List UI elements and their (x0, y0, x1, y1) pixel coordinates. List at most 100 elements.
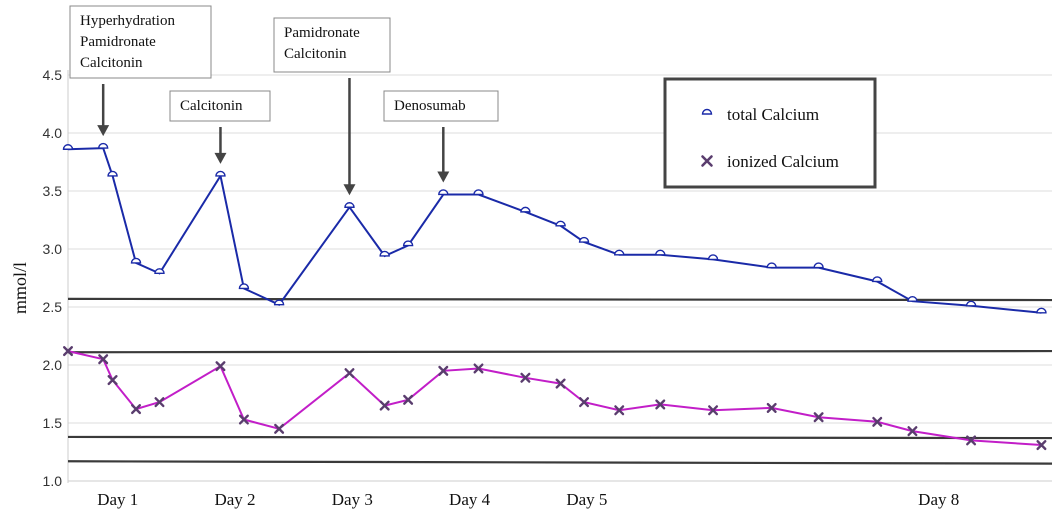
annotation-box (169, 90, 271, 122)
annotation-text: Pamidronate (80, 34, 156, 50)
annotation-text: Calcitonin (284, 46, 347, 62)
y-tick-label: 3.0 (43, 241, 63, 257)
annotation-box (69, 5, 212, 79)
x-marker-icon (708, 405, 719, 416)
data-point-ionized-calcium (520, 372, 531, 383)
data-point-total-calcium (578, 236, 590, 243)
x-marker-icon (274, 423, 285, 434)
x-marker-icon (438, 365, 449, 376)
x-marker-icon (813, 412, 824, 423)
x-marker-icon (379, 400, 390, 411)
data-point-ionized-calcium (131, 404, 142, 415)
data-point-ionized-calcium (379, 400, 390, 411)
data-point-ionized-calcium (215, 361, 226, 372)
y-tick-label: 2.5 (43, 299, 63, 315)
data-point-total-calcium (614, 249, 625, 256)
data-point-ionized-calcium (107, 375, 118, 386)
data-point-total-calcium (1036, 307, 1047, 314)
data-point-total-calcium (707, 254, 719, 261)
x-marker-icon (473, 363, 484, 374)
x-tick-label: Day 3 (332, 490, 373, 509)
x-tick-label: Day 1 (97, 490, 138, 509)
legend-box (663, 77, 877, 189)
half-circle-marker-icon (701, 108, 713, 115)
data-point-total-calcium (154, 268, 165, 275)
data-point-ionized-calcium (403, 394, 414, 405)
data-point-total-calcium (97, 142, 109, 149)
x-marker-icon (63, 346, 73, 357)
x-tick-label: Day 5 (566, 490, 607, 509)
x-marker-icon (766, 402, 777, 413)
x-marker-icon (655, 399, 666, 410)
series (62, 142, 1047, 451)
annotation-callout: Denosumab (383, 90, 499, 183)
x-marker-icon (98, 354, 109, 365)
annotation-text: Calcitonin (80, 55, 143, 71)
x-tick-label: Day 8 (918, 490, 959, 509)
x-marker-icon (238, 414, 249, 425)
annotation-text: Pamidronate (284, 25, 360, 41)
annotation-callout: Pamidronate Calcitonin (273, 17, 391, 196)
data-point-ionized-calcium (473, 363, 484, 374)
data-point-ionized-calcium (614, 405, 625, 416)
data-point-ionized-calcium (766, 402, 777, 413)
reference-line (67, 435, 1052, 440)
annotation-text: Hyperhydration (80, 13, 175, 29)
legend: total Calcium ionized Calcium (663, 77, 877, 189)
data-point-total-calcium (813, 262, 824, 269)
annotation-box (383, 90, 499, 122)
data-point-total-calcium (379, 250, 390, 257)
data-point-ionized-calcium (555, 378, 566, 389)
reference-lines (67, 297, 1052, 465)
x-marker-icon (215, 361, 226, 372)
y-tick-label: 2.0 (43, 357, 63, 373)
x-marker-icon (131, 404, 142, 415)
y-tick-label: 1.5 (43, 415, 63, 431)
x-marker-icon (154, 397, 165, 408)
arrow-down-icon (214, 152, 227, 164)
data-point-ionized-calcium (438, 365, 449, 376)
x-tick-label: Day 2 (214, 490, 255, 509)
x-marker-icon (907, 426, 918, 437)
data-point-ionized-calcium (1036, 440, 1047, 451)
data-point-ionized-calcium (966, 435, 977, 446)
grid-lines (68, 74, 1052, 482)
annotations: Hyperhydration Pamidronate Calcitonin Calci… (69, 5, 499, 196)
x-marker-icon (403, 394, 414, 405)
x-marker-icon (107, 375, 118, 386)
data-point-ionized-calcium (98, 354, 109, 365)
data-point-ionized-calcium (907, 426, 918, 437)
x-marker-icon (1036, 440, 1047, 451)
data-point-ionized-calcium (813, 412, 824, 423)
data-point-total-calcium (107, 170, 118, 177)
legend-label-ionized-calcium: ionized Calcium (727, 152, 839, 171)
annotation-callout: Hyperhydration Pamidronate Calcitonin (69, 5, 212, 137)
data-point-total-calcium (555, 220, 566, 227)
x-marker-icon (520, 372, 531, 383)
data-point-total-calcium (872, 276, 883, 283)
data-point-total-calcium (965, 300, 977, 307)
x-marker-icon (579, 397, 590, 408)
data-point-ionized-calcium (344, 368, 355, 379)
data-point-total-calcium (766, 262, 777, 269)
data-point-ionized-calcium (872, 416, 883, 427)
x-marker-icon (701, 155, 713, 167)
data-point-total-calcium (130, 257, 142, 264)
x-marker-icon (966, 435, 977, 446)
series-line-total-calcium (67, 147, 1042, 314)
x-marker-icon (344, 368, 355, 379)
data-point-total-calcium (520, 206, 531, 213)
data-point-total-calcium (655, 249, 666, 256)
data-point-total-calcium (402, 240, 414, 247)
data-point-total-calcium (238, 283, 250, 290)
data-point-ionized-calcium (655, 399, 666, 410)
annotation-text: Calcitonin (180, 98, 243, 114)
reference-line (67, 460, 1052, 465)
data-point-ionized-calcium (579, 397, 590, 408)
annotation-callout: Calcitonin (169, 90, 271, 164)
data-point-ionized-calcium (154, 397, 165, 408)
reference-line (67, 297, 1052, 302)
y-tick-label: 4.0 (43, 125, 63, 141)
annotation-box (273, 17, 391, 73)
